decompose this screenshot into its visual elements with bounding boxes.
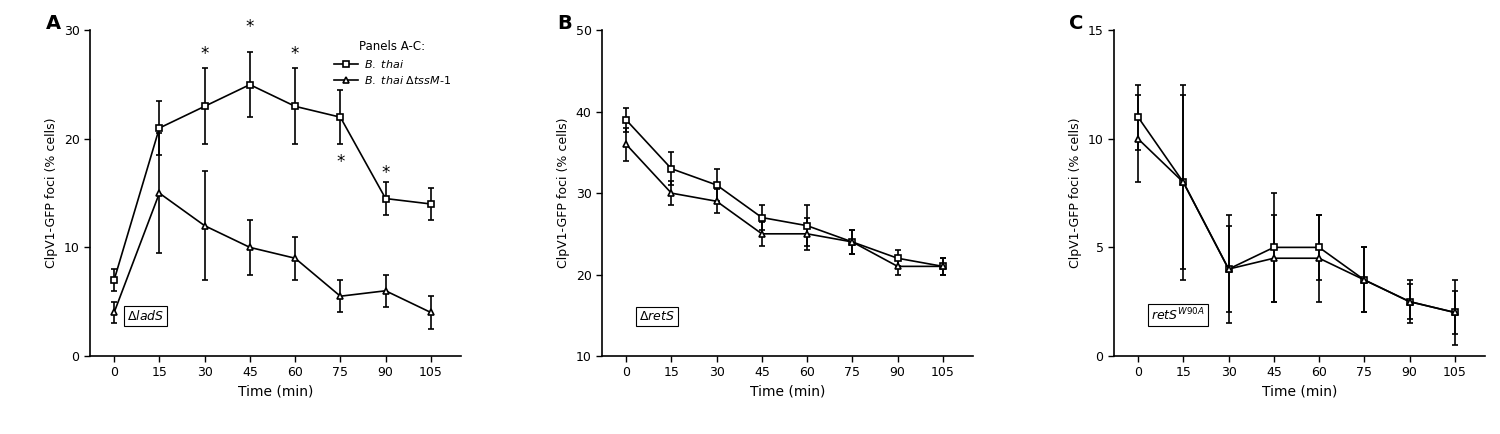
X-axis label: Time (min): Time (min) bbox=[238, 385, 314, 399]
Text: C: C bbox=[1070, 14, 1084, 33]
X-axis label: Time (min): Time (min) bbox=[1262, 385, 1336, 399]
Y-axis label: ClpV1-GFP foci (% cells): ClpV1-GFP foci (% cells) bbox=[556, 118, 570, 268]
Text: *: * bbox=[201, 45, 208, 63]
Text: *: * bbox=[336, 154, 345, 171]
Text: $\Delta$$\mathit{retS}$: $\Delta$$\mathit{retS}$ bbox=[639, 310, 675, 323]
Legend: $\mathit{B.\ thai}$, $\mathit{B.\ thai}\ \Delta\mathit{tssM}$-$\mathit{1}$: $\mathit{B.\ thai}$, $\mathit{B.\ thai}\… bbox=[330, 36, 456, 91]
Text: *: * bbox=[291, 45, 300, 63]
Y-axis label: ClpV1-GFP foci (% cells): ClpV1-GFP foci (% cells) bbox=[1070, 118, 1082, 268]
Y-axis label: ClpV1-GFP foci (% cells): ClpV1-GFP foci (% cells) bbox=[45, 118, 58, 268]
Text: $\Delta$$\mathit{ladS}$: $\Delta$$\mathit{ladS}$ bbox=[128, 309, 165, 323]
Text: A: A bbox=[45, 14, 60, 33]
Text: B: B bbox=[558, 14, 572, 33]
Text: $\mathit{retS}^{\mathit{W90A}}$: $\mathit{retS}^{\mathit{W90A}}$ bbox=[1150, 307, 1204, 323]
Text: *: * bbox=[381, 164, 390, 182]
Text: *: * bbox=[246, 18, 254, 36]
X-axis label: Time (min): Time (min) bbox=[750, 385, 825, 399]
